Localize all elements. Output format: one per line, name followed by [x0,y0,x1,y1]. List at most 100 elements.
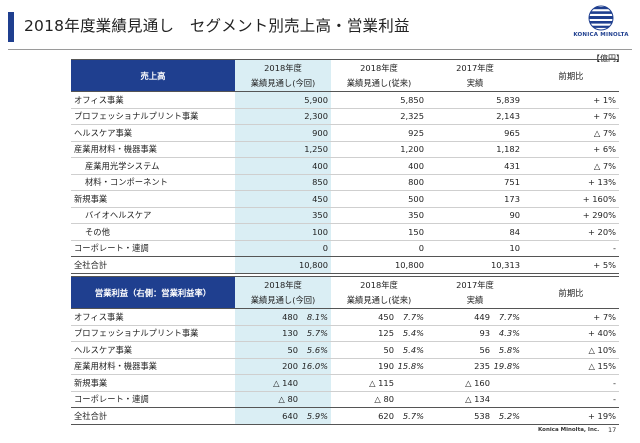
value-actual-2017-margin: 4.3% [498,328,520,339]
value-forecast-current-value: △ 140 [273,377,298,388]
value-forecast-previous: 400 [331,157,427,174]
value-forecast-previous: 500 [331,190,427,207]
sales-section-label: 売上高 [71,59,235,92]
logo-text: KONICA MINOLTA [573,32,629,38]
col1-year: 2018年度 [235,276,331,293]
segment-name: 新規事業 [71,374,235,391]
table-row: ヘルスケア事業 900 925 965 △ 7% [71,124,619,141]
value-forecast-current-margin: 5.7% [306,328,328,339]
total-actual-2017: 538 5.2% [427,407,523,425]
value-forecast-current: △ 140 [235,374,331,391]
table-row: その他 100 150 84 + 20% [71,223,619,240]
table-row: 産業用光学システム 400 400 431 △ 7% [71,157,619,174]
value-forecast-current: 50 5.6% [235,341,331,358]
value-actual-2017-value: 449 [474,311,490,322]
value-actual-2017-margin: 5.8% [498,344,520,355]
value-forecast-previous: 125 5.4% [331,324,427,342]
total-row: 全社合計 640 5.9% 620 5.7% 538 5.2% + 19% [71,407,619,425]
value-actual-2017: 431 [427,157,523,174]
table-row: 産業用材料・機器事業 1,250 1,200 1,182 + 6% [71,140,619,158]
segment-name: オフィス事業 [71,308,235,325]
value-forecast-current-value: 50 [287,344,298,355]
value-actual-2017: △ 160 [427,374,523,391]
value-actual-2017: 449 7.7% [427,308,523,325]
total-forecast-previous: 620 5.7% [331,407,427,425]
table-row: プロフェッショナルプリント事業 130 5.7% 125 5.4% 93 4.3% + 40% [71,324,619,342]
sales-header-row-1: 売上高 2018年度 2018年度 2017年度 前期比 [71,59,619,92]
value-forecast-previous: 50 5.4% [331,341,427,358]
value-yoy: + 290% [523,206,619,224]
total-forecast-previous: 10,800 [331,256,427,274]
page-title: 2018年度業績見通し セグメント別売上高・営業利益 [24,17,410,35]
total-actual-2017-margin: 5.2% [498,410,520,421]
total-actual-2017: 10,313 [427,256,523,274]
value-forecast-previous-value: 190 [378,361,394,372]
table-row: オフィス事業 5,900 5,850 5,839 + 1% [71,91,619,108]
value-forecast-previous: 5,850 [331,91,427,108]
segment-name: 産業用材料・機器事業 [71,140,235,158]
segment-name: プロフェッショナルプリント事業 [71,324,235,342]
segment-name: 新規事業 [71,190,235,207]
col4-header: 前期比 [523,276,619,309]
value-actual-2017-value: 93 [479,328,490,339]
value-forecast-current-value: △ 80 [278,394,298,405]
value-forecast-current: △ 80 [235,390,331,408]
sales-header-row-2: 業績見通し(今回) 業績見通し(従来) 実績 [71,75,619,92]
col3-year: 2017年度 [427,59,523,76]
value-yoy: △ 15% [523,357,619,375]
value-actual-2017: 56 5.8% [427,341,523,358]
page-number: 17 [608,426,617,434]
value-yoy: △ 10% [523,341,619,358]
unit-label: 【億円】 [592,54,624,63]
value-forecast-current: 450 [235,190,331,207]
segment-name: バイオヘルスケア [71,206,235,224]
sales-table: 売上高 2018年度 2018年度 2017年度 前期比 業績見通し(今回) 業… [71,59,619,274]
total-forecast-current: 640 5.9% [235,407,331,425]
value-yoy: - [523,390,619,408]
globe-logo-icon [588,5,614,31]
table-row: 新規事業 △ 140 △ 115 △ 160 - [71,374,619,391]
value-actual-2017: 2,143 [427,107,523,125]
value-yoy: - [523,239,619,257]
value-forecast-previous-value: 50 [383,344,394,355]
value-forecast-previous: 0 [331,239,427,257]
segment-name: プロフェッショナルプリント事業 [71,107,235,125]
value-yoy: △ 7% [523,124,619,141]
profit-table: 営業利益（右側：営業利益率） 2018年度 2018年度 2017年度 前期比 … [71,276,619,425]
value-forecast-previous-margin: 7.7% [402,311,424,322]
col3-sub: 実績 [466,295,484,306]
table-row: バイオヘルスケア 350 350 90 + 290% [71,206,619,224]
value-forecast-previous: 1,200 [331,140,427,158]
segment-name: コーポレート・連調 [71,390,235,408]
value-forecast-previous: 350 [331,206,427,224]
value-forecast-previous: 450 7.7% [331,308,427,325]
value-forecast-previous-margin: 15.8% [397,361,424,372]
title-divider [8,49,632,50]
segment-name: その他 [71,223,235,240]
value-forecast-current-margin: 16.0% [301,361,328,372]
value-actual-2017: 84 [427,223,523,240]
table-row: 産業用材料・機器事業 200 16.0% 190 15.8% 235 19.8% △ 15% [71,357,619,375]
value-forecast-current: 130 5.7% [235,324,331,342]
table-row: 材料・コンポーネント 850 800 751 + 13% [71,173,619,191]
value-forecast-current-value: 480 [282,311,298,322]
col3-year: 2017年度 [427,276,523,293]
footer-brand: Konica Minolta, Inc. [538,427,600,433]
value-yoy: △ 7% [523,157,619,174]
value-forecast-current-value: 200 [282,361,298,372]
value-forecast-previous-margin: 5.4% [402,328,424,339]
value-forecast-current-margin: 5.6% [306,344,328,355]
col2-year: 2018年度 [331,59,427,76]
value-actual-2017: 173 [427,190,523,207]
total-forecast-previous-margin: 5.7% [402,410,424,421]
profit-header-row-1: 営業利益（右側：営業利益率） 2018年度 2018年度 2017年度 前期比 [71,276,619,309]
value-forecast-previous-value: △ 80 [374,394,394,405]
value-forecast-current: 850 [235,173,331,191]
col1-sub: 業績見通し(今回) [235,292,331,309]
value-yoy: + 7% [523,107,619,125]
total-forecast-current-value: 640 [282,410,298,421]
segment-name: コーポレート・連調 [71,239,235,257]
total-actual-2017-value: 538 [474,410,490,421]
value-forecast-current: 5,900 [235,91,331,108]
table-row: コーポレート・連調 △ 80 △ 80 △ 134 - [71,390,619,408]
